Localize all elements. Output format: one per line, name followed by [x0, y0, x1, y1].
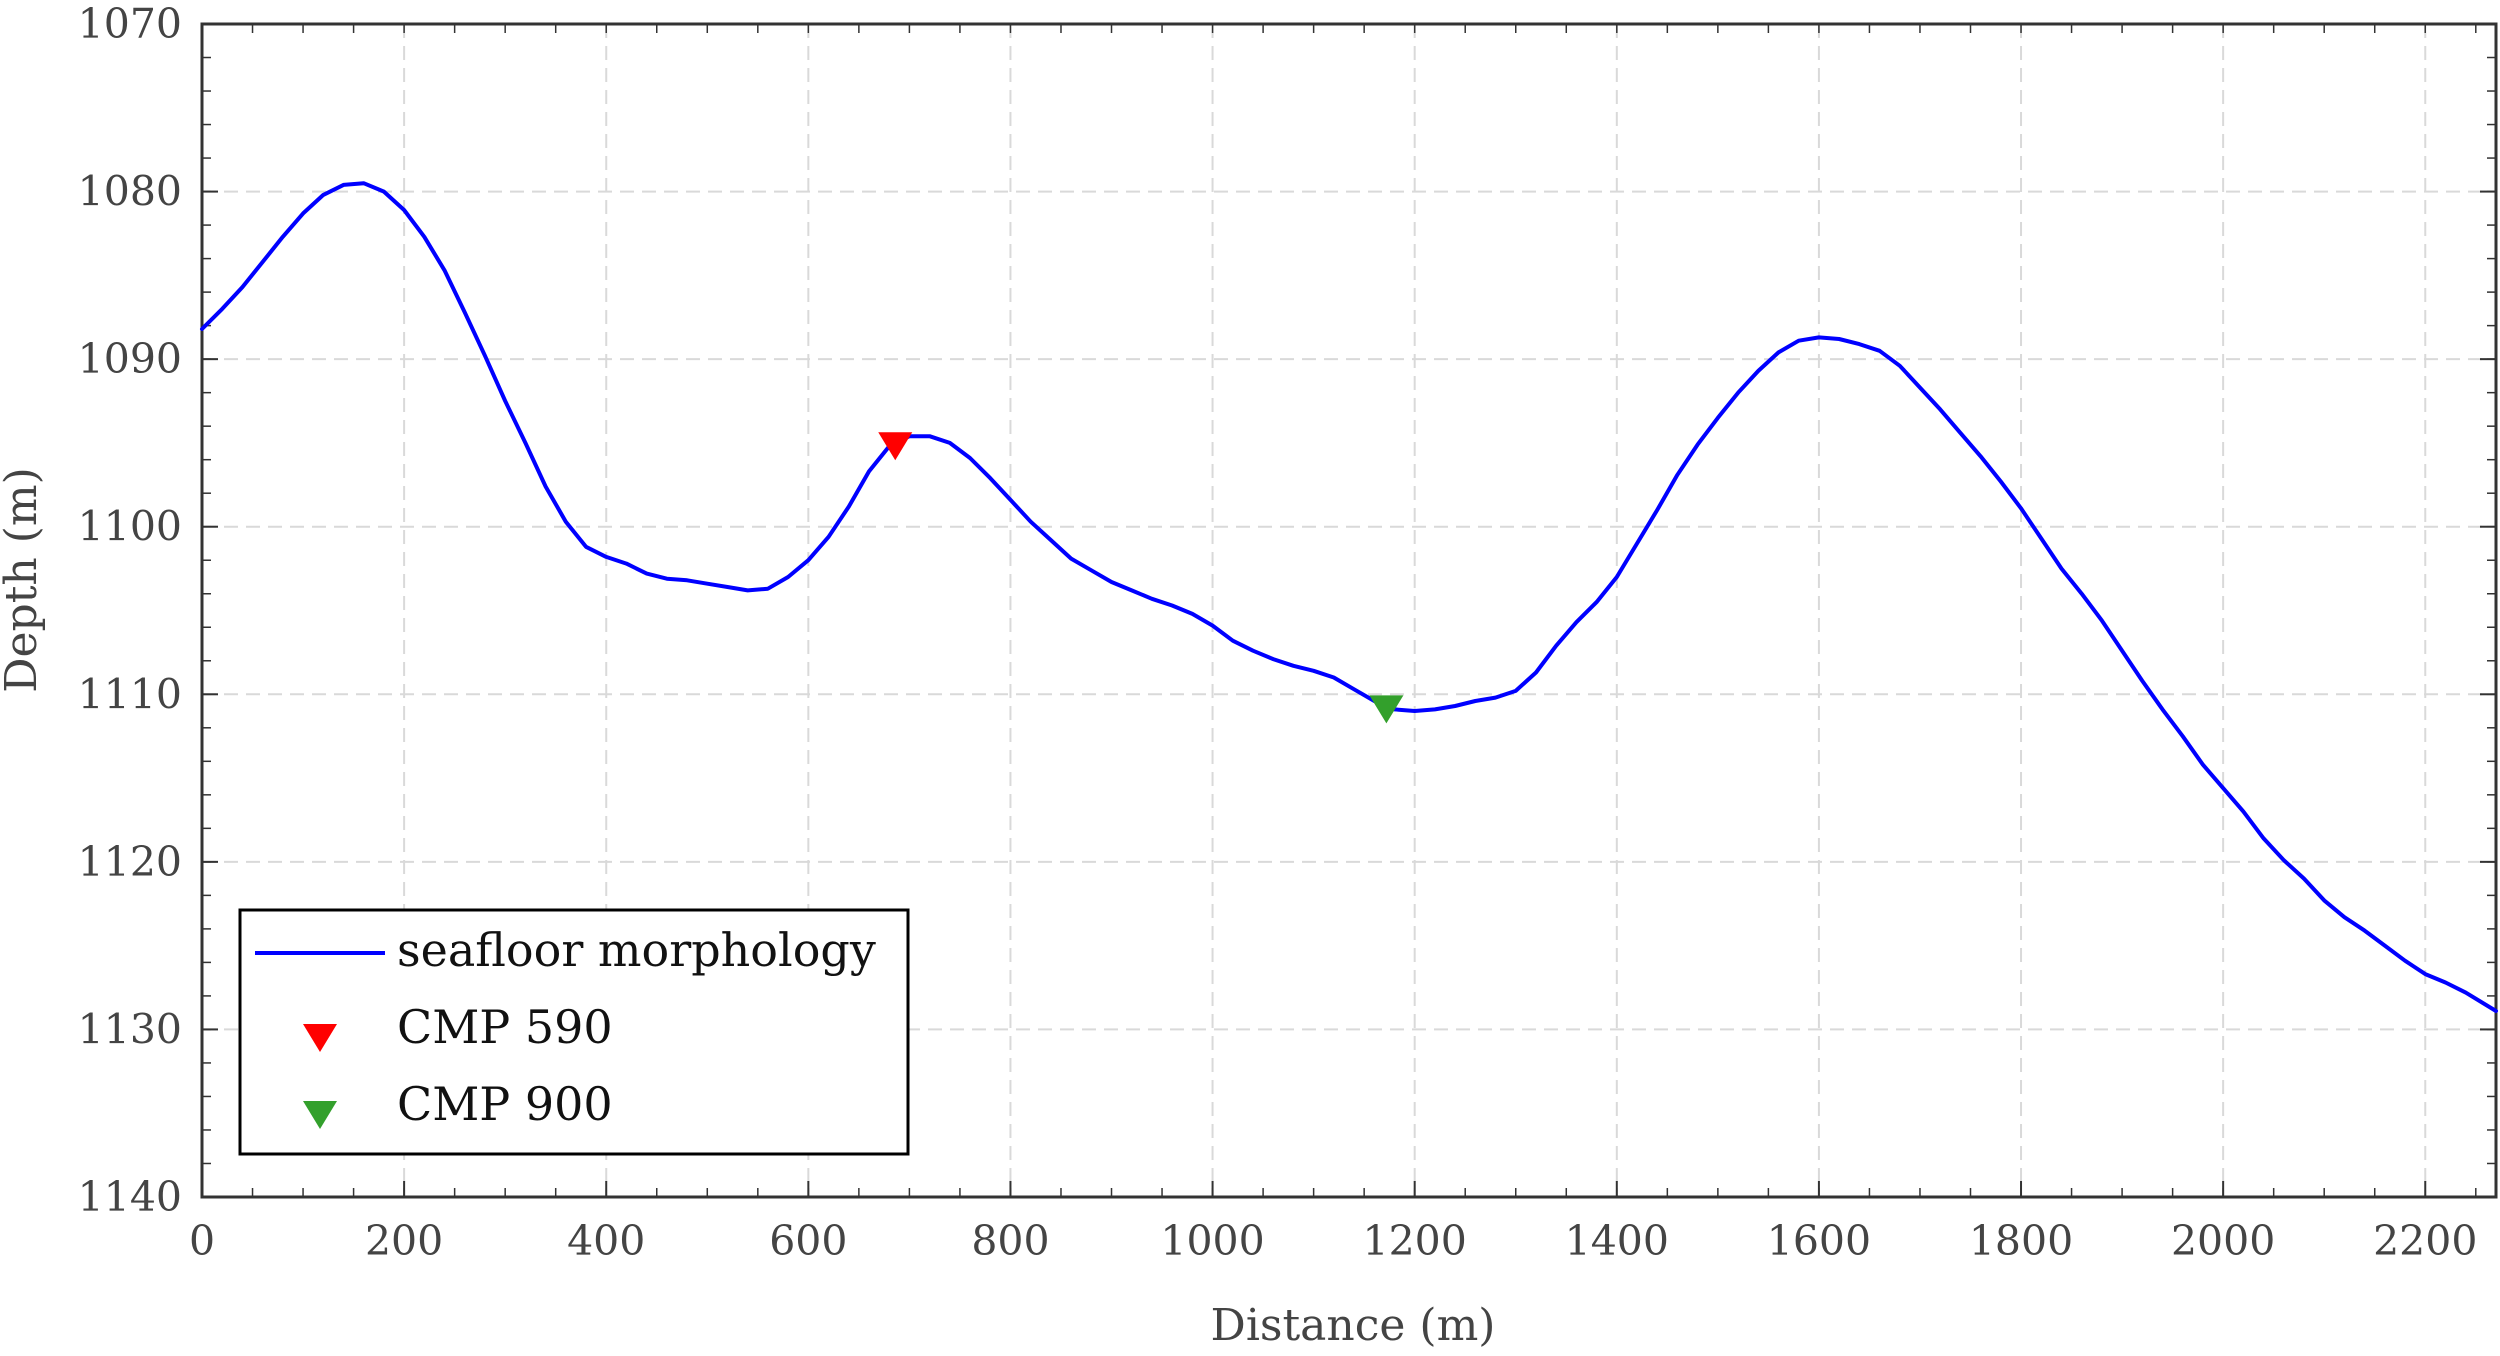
legend-label-cmp900: CMP 900 — [397, 1077, 613, 1131]
x-tick-label: 200 — [365, 1217, 443, 1265]
x-axis-label: Distance (m) — [1211, 1300, 1496, 1351]
x-tick-label: 2200 — [2373, 1217, 2477, 1265]
grid-lines — [202, 24, 2496, 1197]
x-tick-label: 600 — [769, 1217, 847, 1265]
x-tick-label: 1200 — [1363, 1217, 1467, 1265]
y-tick-label: 1120 — [78, 838, 182, 886]
legend-marker-cmp900 — [303, 1101, 337, 1129]
marker-cmp-900 — [1369, 695, 1404, 724]
y-tick-label: 1110 — [78, 670, 182, 718]
y-tick-label: 1130 — [78, 1005, 182, 1053]
legend-label-seafloor: seafloor morphology — [397, 923, 876, 977]
legend-label-cmp590: CMP 590 — [397, 1000, 613, 1054]
x-tick-label: 0 — [189, 1217, 215, 1265]
marker-cmp-590 — [878, 432, 913, 461]
legend-marker-cmp590 — [303, 1024, 337, 1052]
y-tick-label: 1080 — [78, 168, 182, 216]
series-line-seafloor — [200, 181, 2498, 1013]
y-tick-label: 1090 — [78, 335, 182, 383]
x-tick-label: 1800 — [1969, 1217, 2073, 1265]
y-axis-label: Depth (m) — [0, 467, 47, 693]
x-tick-label: 1400 — [1565, 1217, 1669, 1265]
x-tick-label: 400 — [567, 1217, 645, 1265]
legend-box — [238, 908, 910, 1156]
tick-labels: 0 200 400 600 800 1000 1200 1400 1600 1800 2000 220… — [78, 0, 2478, 1265]
y-tick-label: 1140 — [78, 1173, 182, 1221]
y-tick-label: 1100 — [78, 503, 182, 551]
axes — [200, 22, 2498, 1199]
x-tick-label: 1000 — [1160, 1217, 1264, 1265]
x-tick-label: 2000 — [2171, 1217, 2275, 1265]
x-tick-label: 1600 — [1767, 1217, 1871, 1265]
legend: seafloor morphology CMP 590 CMP 900 — [238, 908, 910, 1156]
x-tick-label: 800 — [971, 1217, 1049, 1265]
plot-frame — [200, 22, 2498, 1199]
y-tick-label: 1070 — [78, 0, 182, 48]
series-layer — [200, 181, 2498, 1013]
